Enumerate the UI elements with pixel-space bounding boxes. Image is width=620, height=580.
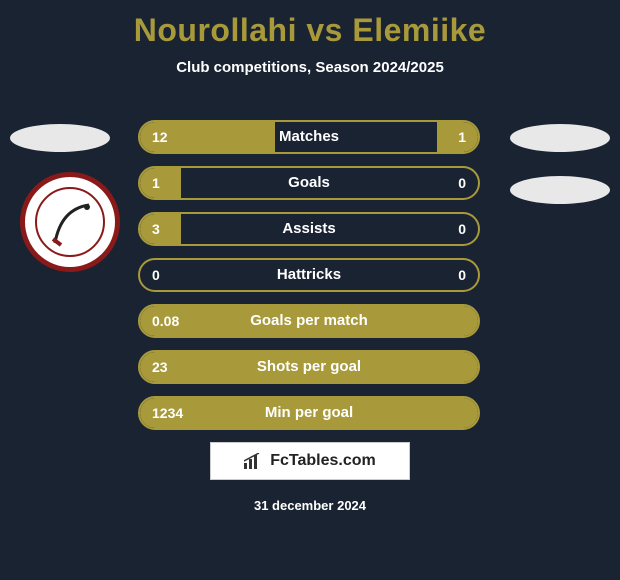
club-badge (20, 172, 120, 272)
stat-row: 1Goals0 (138, 166, 480, 200)
stat-row: 0.08Goals per match (138, 304, 480, 338)
subtitle: Club competitions, Season 2024/2025 (0, 59, 620, 76)
fctables-label: FcTables.com (270, 452, 376, 470)
club-badge-icon (51, 199, 93, 247)
stat-row: 3Assists0 (138, 212, 480, 246)
stat-row: 0Hattricks0 (138, 258, 480, 292)
player-left-placeholder (10, 124, 110, 152)
stats-container: 12Matches11Goals03Assists00Hattricks00.0… (138, 120, 480, 442)
stat-value-right: 0 (458, 168, 466, 198)
fctables-watermark: FcTables.com (210, 442, 410, 480)
stat-label: Goals per match (140, 306, 478, 336)
player-right-placeholder-1 (510, 124, 610, 152)
stat-row: 12Matches1 (138, 120, 480, 154)
date-text: 31 december 2024 (0, 498, 620, 513)
club-badge-inner (35, 187, 105, 257)
stat-label: Matches (140, 122, 478, 152)
player-right-placeholder-2 (510, 176, 610, 204)
stat-label: Min per goal (140, 398, 478, 428)
stat-label: Shots per goal (140, 352, 478, 382)
stat-label: Hattricks (140, 260, 478, 290)
stat-value-right: 1 (458, 122, 466, 152)
stat-row: 1234Min per goal (138, 396, 480, 430)
stat-label: Assists (140, 214, 478, 244)
stat-row: 23Shots per goal (138, 350, 480, 384)
stat-value-right: 0 (458, 214, 466, 244)
page-title: Nourollahi vs Elemiike (0, 0, 620, 49)
stat-value-right: 0 (458, 260, 466, 290)
stat-label: Goals (140, 168, 478, 198)
bars-icon (244, 453, 264, 469)
